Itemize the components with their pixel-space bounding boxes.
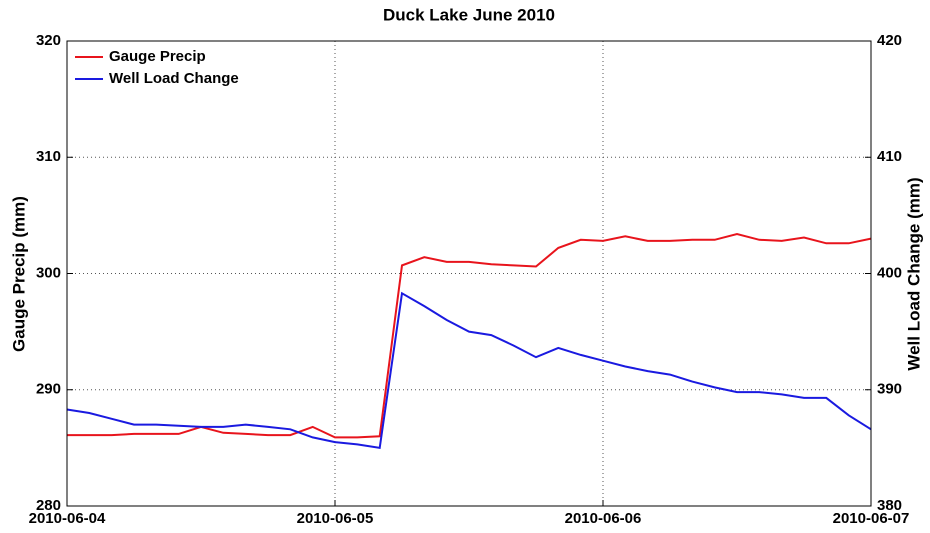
y2-tick-label: 410 [877, 148, 902, 165]
y-axis-label: Gauge Precip (mm) [9, 196, 28, 352]
x-tick-label: 2010-06-04 [29, 510, 106, 527]
x-tick-label: 2010-06-05 [297, 510, 374, 527]
legend-label: Gauge Precip [109, 48, 206, 65]
line-series [66, 291, 872, 450]
y2-tick-label: 390 [877, 381, 902, 398]
x-tick-label: 2010-06-06 [565, 510, 642, 527]
y2-tick-label: 400 [877, 264, 902, 281]
y2-axis-label: Well Load Change (mm) [904, 177, 923, 370]
plot-area [67, 41, 871, 506]
chart-title: Duck Lake June 2010 [383, 5, 555, 24]
y-tick-label: 290 [36, 381, 61, 398]
x-tick-label: 2010-06-07 [833, 510, 910, 527]
y-tick-label: 320 [36, 32, 61, 49]
y-tick-label: 280 [36, 497, 61, 514]
legend-label: Well Load Change [109, 70, 239, 87]
y-tick-label: 310 [36, 148, 61, 165]
y2-tick-label: 380 [877, 497, 902, 514]
y-tick-label: 300 [36, 264, 61, 281]
y2-tick-label: 420 [877, 32, 902, 49]
plot-frame [66, 40, 872, 507]
